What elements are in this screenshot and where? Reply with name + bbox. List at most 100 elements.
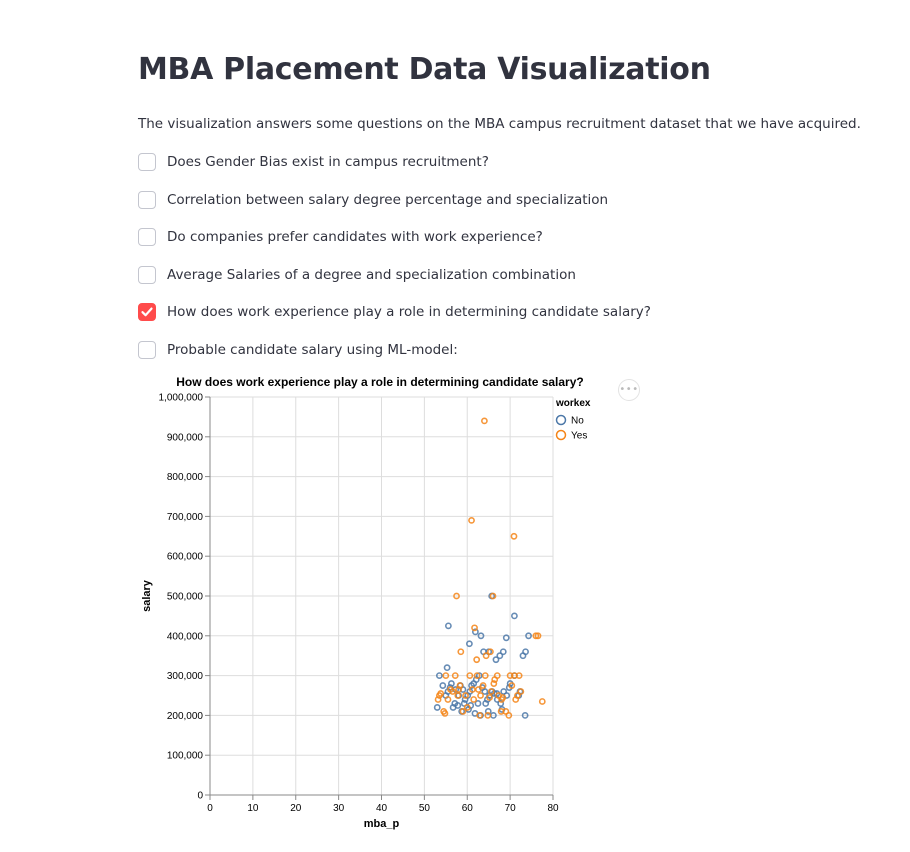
data-point-yes: [474, 686, 482, 693]
data-point-yes: [487, 648, 494, 656]
checkbox[interactable]: [138, 153, 156, 171]
data-point-yes: [480, 417, 488, 425]
data-point-no: [492, 656, 500, 664]
option-label: Correlation between salary degree percen…: [167, 192, 609, 208]
option-work-experience-salary[interactable]: How does work experience play a role in …: [138, 301, 651, 323]
option-label: Does Gender Bias exist in campus recruit…: [167, 154, 489, 170]
y-tick-label: 700,000: [167, 512, 204, 523]
data-point-no: [433, 704, 441, 711]
data-point-no: [443, 664, 451, 672]
x-tick-label: 70: [505, 803, 517, 814]
data-point-no: [477, 632, 485, 640]
data-point-yes: [453, 592, 460, 600]
data-point-yes: [471, 624, 478, 632]
checkbox-checked[interactable]: [138, 303, 156, 321]
x-tick-label: 0: [207, 803, 213, 814]
data-point-yes: [512, 696, 520, 703]
x-tick-label: 50: [419, 803, 431, 814]
data-point-no: [496, 652, 504, 660]
data-point-yes: [510, 532, 518, 540]
page-description: The visualization answers some questions…: [138, 116, 861, 132]
checkmark-icon: [141, 307, 153, 317]
chart-title: How does work experience play a role in …: [176, 375, 583, 389]
data-point-no: [481, 688, 489, 695]
data-point-no: [482, 700, 490, 707]
data-point-yes: [487, 688, 495, 695]
y-tick-label: 200,000: [167, 711, 204, 722]
option-label: Average Salaries of a degree and special…: [167, 267, 576, 283]
y-tick-label: 0: [197, 791, 203, 802]
legend-symbol: [555, 414, 567, 426]
data-point-yes: [534, 632, 542, 640]
data-point-no: [511, 612, 518, 620]
checkbox[interactable]: [138, 191, 156, 209]
data-point-no: [444, 622, 452, 630]
y-tick-label: 500,000: [167, 592, 204, 603]
data-point-yes: [462, 692, 469, 699]
data-point-no: [502, 634, 510, 642]
data-point-yes: [506, 672, 514, 679]
data-point-yes: [466, 672, 474, 679]
checkbox[interactable]: [138, 266, 156, 284]
data-point-no: [454, 702, 462, 709]
data-point-yes: [473, 672, 481, 679]
checkbox[interactable]: [138, 341, 156, 359]
legend-title: workex: [555, 398, 591, 409]
data-point-yes: [515, 672, 523, 679]
more-horizontal-icon[interactable]: •••: [618, 379, 640, 401]
data-point-yes: [437, 690, 445, 697]
option-work-experience-preference[interactable]: Do companies prefer candidates with work…: [138, 226, 543, 248]
data-point-yes: [456, 682, 464, 689]
legend-label: No: [571, 416, 584, 427]
y-tick-label: 900,000: [167, 432, 204, 443]
option-salary-degree-correlation[interactable]: Correlation between salary degree percen…: [138, 189, 608, 211]
data-point-yes: [484, 711, 492, 719]
data-point-yes: [468, 686, 476, 693]
data-point-yes: [490, 680, 498, 687]
x-tick-label: 20: [290, 803, 302, 814]
data-point-yes: [457, 648, 465, 656]
option-average-salaries[interactable]: Average Salaries of a degree and special…: [138, 264, 576, 286]
data-point-yes: [441, 710, 449, 717]
data-point-yes: [454, 692, 462, 699]
option-ml-salary-prediction[interactable]: Probable candidate salary using ML-model…: [138, 339, 458, 361]
data-point-yes: [482, 652, 490, 660]
data-point-yes: [463, 704, 471, 711]
data-point-yes: [489, 592, 497, 600]
data-point-yes: [473, 656, 481, 664]
x-tick-label: 80: [547, 803, 559, 814]
data-point-yes: [442, 672, 450, 679]
checkbox[interactable]: [138, 228, 156, 246]
data-point-yes: [481, 672, 489, 679]
data-point-no: [499, 648, 507, 656]
option-label: Do companies prefer candidates with work…: [167, 229, 543, 245]
x-tick-label: 10: [247, 803, 259, 814]
data-point-no: [474, 700, 482, 707]
y-tick-label: 800,000: [167, 472, 204, 483]
data-point-yes: [505, 711, 513, 719]
y-tick-label: 100,000: [167, 751, 204, 762]
data-point-yes: [477, 692, 484, 699]
legend-label: Yes: [571, 431, 587, 442]
page-title: MBA Placement Data Visualization: [138, 52, 711, 87]
data-point-yes: [444, 696, 452, 703]
data-point-no: [439, 682, 447, 689]
option-gender-bias[interactable]: Does Gender Bias exist in campus recruit…: [138, 151, 489, 173]
data-point-no: [465, 640, 473, 648]
data-point-yes: [486, 694, 493, 701]
y-tick-label: 400,000: [167, 631, 204, 642]
legend-symbol: [555, 429, 567, 441]
chart-svg: 0 10 20 30 40 50 60 70 80 0 100,000 200,000 300,000 4…: [141, 375, 591, 830]
x-axis-title: mba_p: [364, 818, 400, 830]
data-point-yes: [434, 696, 442, 703]
data-point-yes: [508, 682, 516, 689]
data-point-yes: [451, 672, 459, 679]
data-point-yes: [470, 696, 478, 703]
x-tick-label: 60: [462, 803, 474, 814]
y-tick-label: 300,000: [167, 671, 204, 682]
data-point-yes: [517, 688, 525, 695]
data-point-yes: [499, 694, 507, 701]
data-point-yes: [455, 686, 463, 693]
x-tick-label: 30: [333, 803, 345, 814]
data-point-no: [471, 628, 479, 636]
